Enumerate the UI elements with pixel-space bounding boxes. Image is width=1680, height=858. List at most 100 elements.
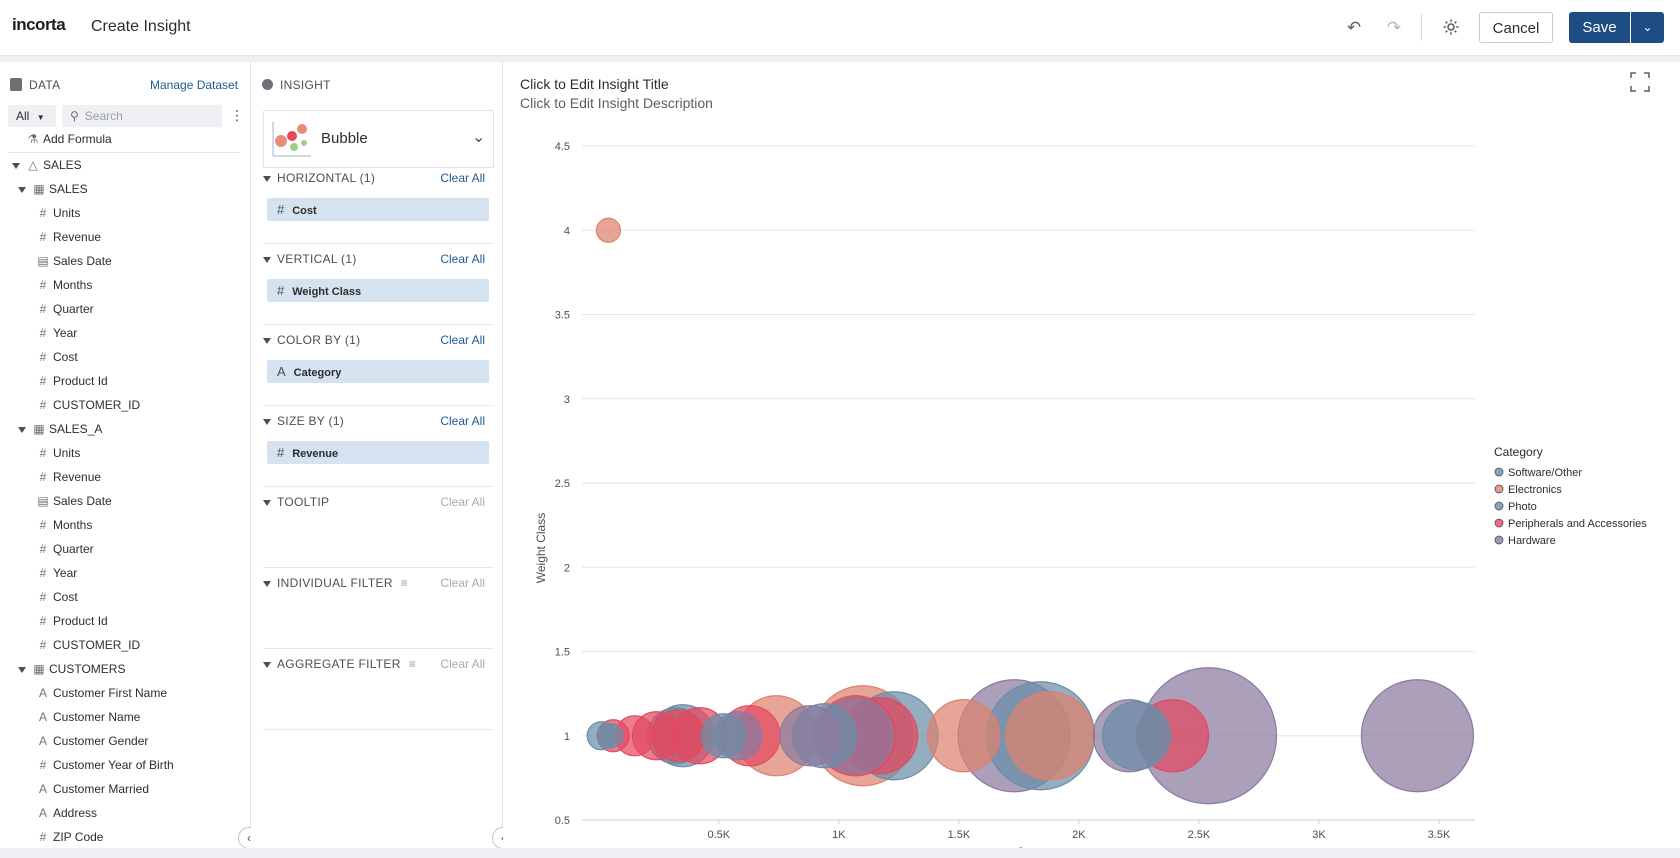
clear-all-link[interactable]: Clear All — [440, 333, 485, 347]
number-type-icon: # — [39, 446, 47, 460]
number-type-icon: # — [39, 590, 47, 604]
number-type-icon: # — [39, 398, 47, 412]
gear-icon[interactable] — [1441, 18, 1461, 38]
list-icon[interactable]: ≡ — [408, 657, 417, 671]
field-label: Cost — [53, 350, 78, 364]
field-item[interactable]: A Customer Name — [36, 708, 140, 726]
bubble-chart-icon — [272, 122, 311, 157]
field-item[interactable]: # Year — [36, 564, 78, 582]
clear-all-link[interactable]: Clear All — [440, 171, 485, 185]
shelf-title[interactable]: VERTICAL (1) — [263, 252, 357, 266]
clear-all-link[interactable]: Clear All — [440, 657, 485, 671]
undo-icon[interactable]: ↶ — [1346, 18, 1362, 37]
shelf-pill[interactable]: # Cost — [267, 198, 489, 221]
list-icon[interactable]: ≡ — [400, 576, 409, 590]
table-label: CUSTOMERS — [49, 662, 126, 676]
redo-icon[interactable]: ↷ — [1386, 18, 1402, 37]
shelf-section: VERTICAL (1) Clear All # Weight Class — [263, 252, 495, 322]
table-node-sales_a[interactable]: ▦ SALES_A — [18, 420, 102, 438]
x-tick-label: 0.5K — [708, 829, 731, 841]
legend-marker — [1494, 535, 1504, 545]
insight-description[interactable]: Click to Edit Insight Description — [520, 95, 713, 111]
shelf-pill[interactable]: # Weight Class — [267, 279, 489, 302]
bubble-point — [1360, 679, 1474, 793]
pill-label: Weight Class — [292, 286, 362, 298]
text-type-icon: A — [38, 734, 47, 748]
field-item[interactable]: A Customer First Name — [36, 684, 167, 702]
field-item[interactable]: # Customer Year of Birth — [36, 756, 174, 774]
field-item[interactable]: # Quarter — [36, 300, 94, 318]
text-type-icon: A — [38, 782, 47, 796]
field-item[interactable]: # Units — [36, 204, 81, 222]
field-item[interactable]: A Customer Gender — [36, 732, 148, 750]
field-item[interactable]: # Revenue — [36, 228, 101, 246]
table-node-sales[interactable]: ▦ SALES — [18, 180, 88, 198]
field-item[interactable]: # Cost — [36, 588, 78, 606]
clear-all-link[interactable]: Clear All — [440, 576, 485, 590]
number-type-icon: # — [39, 374, 47, 388]
field-item[interactable]: # Units — [36, 444, 81, 462]
pill-label: Cost — [292, 205, 317, 217]
legend-item: Photo — [1508, 501, 1537, 513]
field-item[interactable]: # ZIP Code — [36, 828, 104, 846]
more-options-icon[interactable]: ⋮ — [230, 107, 244, 123]
save-button[interactable]: Save — [1569, 12, 1630, 43]
field-item[interactable]: A Address — [36, 804, 97, 822]
y-tick-label: 2 — [564, 562, 570, 574]
legend-marker — [1494, 467, 1504, 477]
insight-header-label: INSIGHT — [280, 78, 331, 92]
shelf-title[interactable]: TOOLTIP — [263, 495, 329, 509]
bottom-band — [0, 848, 1680, 858]
field-item[interactable]: # Product Id — [36, 372, 108, 390]
cancel-button[interactable]: Cancel — [1479, 12, 1553, 43]
type-filter-select[interactable]: All ▼ — [8, 105, 56, 127]
field-item[interactable]: # CUSTOMER_ID — [36, 396, 140, 414]
bubble-point — [1101, 701, 1172, 771]
field-label: Units — [53, 446, 81, 460]
shelf-title[interactable]: INDIVIDUAL FILTER ≡ — [263, 576, 408, 590]
search-placeholder: Search — [84, 109, 123, 123]
field-item[interactable]: # Months — [36, 276, 93, 294]
bubble-point — [927, 699, 1001, 773]
add-formula-button[interactable]: ⚗ Add Formula — [26, 130, 112, 148]
field-item[interactable]: # CUSTOMER_ID — [36, 636, 140, 654]
shelf-title[interactable]: SIZE BY (1) — [263, 414, 344, 428]
visualization-type-select[interactable]: Bubble ⌄ — [263, 110, 494, 168]
field-label: Year — [53, 566, 78, 580]
search-input[interactable]: ⚲ Search — [62, 105, 222, 127]
fullscreen-icon[interactable] — [1630, 72, 1650, 92]
field-item[interactable]: # Revenue — [36, 468, 101, 486]
shelf-section: AGGREGATE FILTER ≡ Clear All — [263, 657, 495, 727]
clear-all-link[interactable]: Clear All — [440, 414, 485, 428]
shelf-title[interactable]: HORIZONTAL (1) — [263, 171, 375, 185]
field-item[interactable]: # Cost — [36, 348, 78, 366]
y-tick-label: 4 — [564, 225, 570, 237]
manage-dataset-link[interactable]: Manage Dataset — [150, 78, 239, 92]
shelf-section: SIZE BY (1) Clear All # Revenue — [263, 414, 495, 484]
field-item[interactable]: ▤ Sales Date — [36, 492, 112, 510]
legend-item: Hardware — [1508, 535, 1556, 547]
field-item[interactable]: A Customer Married — [36, 780, 149, 798]
field-item[interactable]: # Product Id — [36, 612, 108, 630]
shelf-title-label: VERTICAL (1) — [277, 252, 357, 266]
divider — [8, 152, 240, 153]
field-label: Customer Name — [53, 710, 141, 724]
table-node-customers[interactable]: ▦ CUSTOMERS — [18, 660, 125, 678]
field-item[interactable]: # Months — [36, 516, 93, 534]
schema-node-sales[interactable]: △ SALES — [12, 156, 82, 174]
field-item[interactable]: # Year — [36, 324, 78, 342]
insight-title[interactable]: Click to Edit Insight Title — [520, 76, 669, 92]
x-tick-label: 1.5K — [948, 829, 971, 841]
number-type-icon: # — [39, 542, 47, 556]
clear-all-link[interactable]: Clear All — [440, 252, 485, 266]
shelf-pill[interactable]: # Revenue — [267, 441, 489, 464]
clear-all-link[interactable]: Clear All — [440, 495, 485, 509]
field-item[interactable]: # Quarter — [36, 540, 94, 558]
save-options-chevron-icon[interactable]: ⌄ — [1631, 12, 1664, 43]
legend-item: Peripherals and Accessories — [1508, 518, 1647, 530]
field-item[interactable]: ▤ Sales Date — [36, 252, 111, 270]
shelf-title[interactable]: COLOR BY (1) — [263, 333, 360, 347]
shelf-title[interactable]: AGGREGATE FILTER ≡ — [263, 657, 416, 671]
shelf-pill[interactable]: A Category — [267, 360, 489, 383]
field-label: Sales Date — [53, 494, 112, 508]
